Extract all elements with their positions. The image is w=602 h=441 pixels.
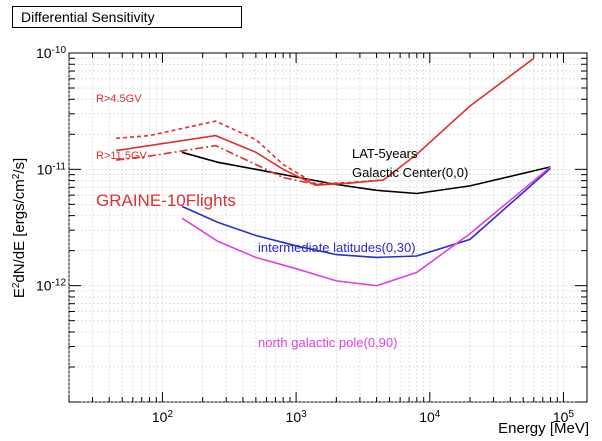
axis-ticks: 102 103 104 105 10-12 10-11 10-10 bbox=[36, 45, 587, 426]
y-tick-label: 10-11 bbox=[37, 161, 67, 178]
y-tick-label: 10-12 bbox=[36, 277, 66, 294]
y-axis-label: E2dN/dE [ergs/cm2/s] bbox=[11, 158, 29, 298]
x-axis-label: Energy [MeV] bbox=[498, 420, 589, 437]
annotation-label: north galactic pole(0,90) bbox=[258, 335, 397, 350]
svg-text:E2dN/dE [ergs/cm2/s]: E2dN/dE [ergs/cm2/s] bbox=[11, 158, 29, 298]
annotation-label: R>11.5GV bbox=[96, 150, 148, 162]
x-tick-label: 104 bbox=[419, 409, 441, 426]
chart-title: Differential Sensitivity bbox=[21, 9, 155, 25]
annotation-label: GRAINE-10Flights bbox=[96, 191, 236, 210]
y-tick-label: 10-10 bbox=[36, 45, 66, 62]
series-line-2 bbox=[181, 166, 552, 287]
x-tick-label: 105 bbox=[553, 409, 575, 426]
series-line-1 bbox=[181, 167, 552, 259]
chart-title-box: Differential Sensitivity bbox=[12, 6, 242, 28]
annotation-label: LAT-5years bbox=[352, 146, 418, 161]
x-tick-label: 103 bbox=[286, 409, 308, 426]
annotation-label: R>4.5GV bbox=[96, 93, 142, 105]
plot-frame bbox=[68, 52, 588, 403]
x-tick-label: 102 bbox=[152, 409, 174, 426]
annotation-label: intermediate latitudes(0,30) bbox=[258, 240, 416, 255]
annotation-label: Galactic Center(0,0) bbox=[352, 165, 468, 180]
series-group bbox=[115, 57, 552, 287]
series-line-5 bbox=[116, 144, 350, 186]
series-line-3 bbox=[115, 57, 535, 187]
annotations: R>4.5GV R>11.5GV GRAINE-10Flights LAT-5year… bbox=[96, 93, 468, 350]
